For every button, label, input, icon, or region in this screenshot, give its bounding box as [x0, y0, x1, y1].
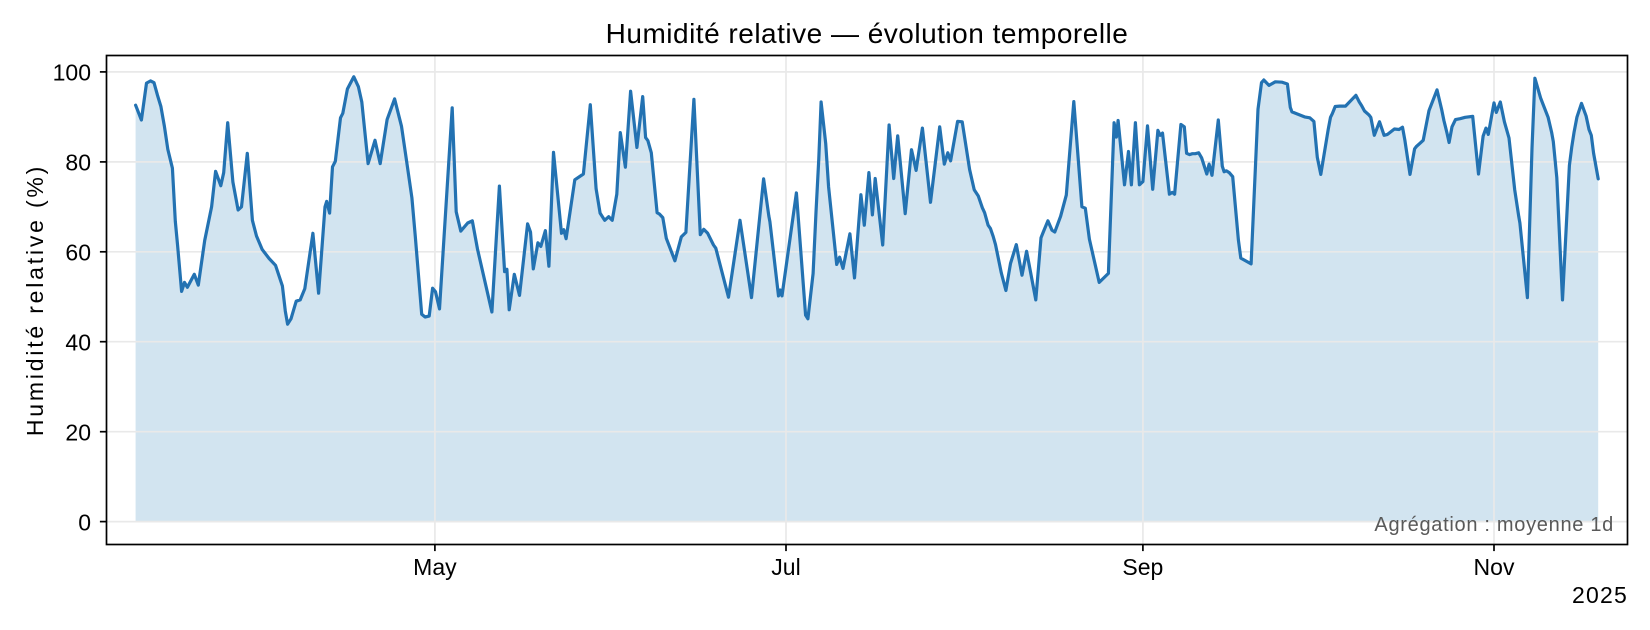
svg-text:Jul: Jul: [771, 554, 800, 580]
svg-text:Sep: Sep: [1122, 554, 1163, 580]
svg-text:20: 20: [65, 419, 91, 445]
svg-text:0: 0: [78, 509, 91, 535]
svg-text:2025: 2025: [1572, 582, 1628, 608]
svg-text:80: 80: [65, 150, 91, 176]
svg-text:40: 40: [65, 329, 91, 355]
svg-text:100: 100: [53, 60, 91, 86]
svg-text:60: 60: [65, 240, 91, 266]
svg-text:May: May: [413, 554, 457, 580]
svg-text:Agrégation : moyenne 1d: Agrégation : moyenne 1d: [1374, 514, 1614, 536]
svg-text:Nov: Nov: [1474, 554, 1515, 580]
svg-text:Humidité relative (%): Humidité relative (%): [22, 164, 48, 436]
svg-text:Humidité relative — évolution: Humidité relative — évolution temporelle: [606, 18, 1129, 49]
